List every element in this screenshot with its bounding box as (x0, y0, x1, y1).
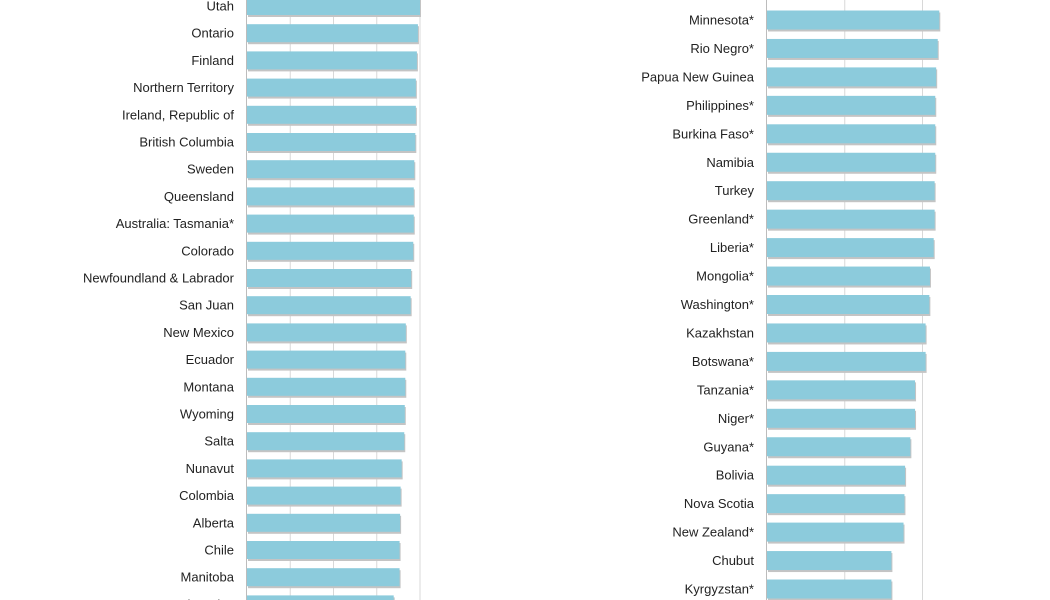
bar (767, 295, 930, 314)
bar (247, 160, 415, 179)
bar (767, 10, 940, 30)
category-label: New Mexico (163, 325, 234, 340)
bar (767, 38, 938, 58)
category-label: Montana (183, 379, 234, 394)
category-label: Kazakhstan (686, 325, 754, 340)
category-label: Minnesota* (689, 13, 754, 28)
bar (767, 465, 906, 485)
bar (247, 269, 412, 287)
bar (247, 459, 402, 478)
category-label: Sweden (187, 162, 234, 177)
category-label: Colombia (179, 488, 235, 503)
bar (767, 266, 930, 286)
bar (767, 95, 936, 115)
category-label: Philippines* (686, 98, 754, 113)
category-label: Papua New Guinea (641, 69, 755, 84)
category-label: Nunavut (186, 461, 235, 476)
category-label: Ireland, Republic of (122, 107, 234, 122)
bar (767, 437, 911, 457)
category-label: British Columbia (139, 135, 234, 150)
bar (247, 78, 416, 97)
category-label: Nova Scotia (684, 496, 755, 511)
bar (247, 24, 418, 43)
bar (767, 551, 892, 571)
bar (247, 0, 420, 15)
category-label: New Zealand* (672, 525, 754, 540)
category-label: Burkina Faso* (672, 126, 754, 141)
category-label: Liberia* (710, 240, 754, 255)
right-bar-chart: Minnesota* Rio Negro* Papua New Guinea Phil… (641, 0, 941, 600)
bar (767, 238, 934, 258)
bar (247, 187, 414, 206)
category-label: Northern Territory (133, 80, 234, 95)
bar (767, 494, 905, 514)
bar (247, 241, 414, 260)
category-label: Australia: Tasmania* (116, 216, 234, 231)
bar (767, 522, 904, 542)
category-label: San Juan (179, 298, 234, 313)
category-label: Guyana* (703, 439, 754, 454)
category-label: Manitoba (181, 570, 235, 585)
bar (247, 432, 405, 451)
bar (767, 380, 916, 400)
bar (247, 105, 416, 124)
category-label: Turkey (715, 183, 755, 198)
category-label: Kyrgyzstan* (685, 582, 754, 597)
bar (767, 351, 926, 371)
category-label: Queensland (164, 189, 234, 204)
bar (247, 51, 417, 70)
category-label: Salta (204, 434, 234, 449)
bar (247, 323, 406, 342)
bar (247, 405, 405, 423)
bar (767, 181, 935, 201)
category-label: Botswana* (692, 354, 754, 369)
category-label: Mongolia* (696, 269, 754, 284)
bar (767, 124, 936, 144)
category-label: Chubut (712, 553, 754, 568)
category-label: Finland (191, 53, 234, 68)
bar (247, 541, 400, 559)
category-label: Washington* (681, 297, 754, 312)
bar (767, 408, 916, 428)
category-label: New South Wales (131, 597, 234, 600)
category-label: Tanzania* (697, 382, 754, 397)
category-label: Namibia (706, 155, 754, 170)
bar (247, 513, 401, 532)
category-label: Utah (207, 0, 234, 14)
category-label: Wyoming (180, 407, 234, 422)
category-label: Newfoundland & Labrador (83, 271, 235, 286)
bar (247, 377, 406, 396)
category-label: Bolivia (716, 468, 755, 483)
category-label: Ontario (191, 26, 234, 41)
category-label: Chile (204, 543, 234, 558)
category-label: Rio Negro* (690, 41, 754, 56)
category-label: Colorado (181, 243, 234, 258)
category-label: Ecuador (186, 352, 235, 367)
category-label: Niger* (718, 411, 754, 426)
bar (247, 486, 401, 505)
bar (767, 67, 937, 87)
bar (767, 152, 936, 172)
category-label: Alberta (193, 515, 235, 530)
bar (247, 568, 400, 587)
right-bars: Minnesota* Rio Negro* Papua New Guinea Phil… (641, 10, 941, 600)
bar (767, 209, 935, 229)
bar (247, 214, 414, 233)
bar (247, 133, 416, 151)
bar (247, 595, 394, 600)
bar (767, 323, 926, 343)
left-bars: Utah Ontario Finland Northern Territory Irel… (83, 0, 421, 600)
left-bar-chart: Utah Ontario Finland Northern Territory Irel… (83, 0, 421, 600)
category-label: Greenland* (688, 212, 754, 227)
bar (767, 579, 892, 599)
bar (247, 296, 411, 315)
bar (247, 350, 406, 369)
